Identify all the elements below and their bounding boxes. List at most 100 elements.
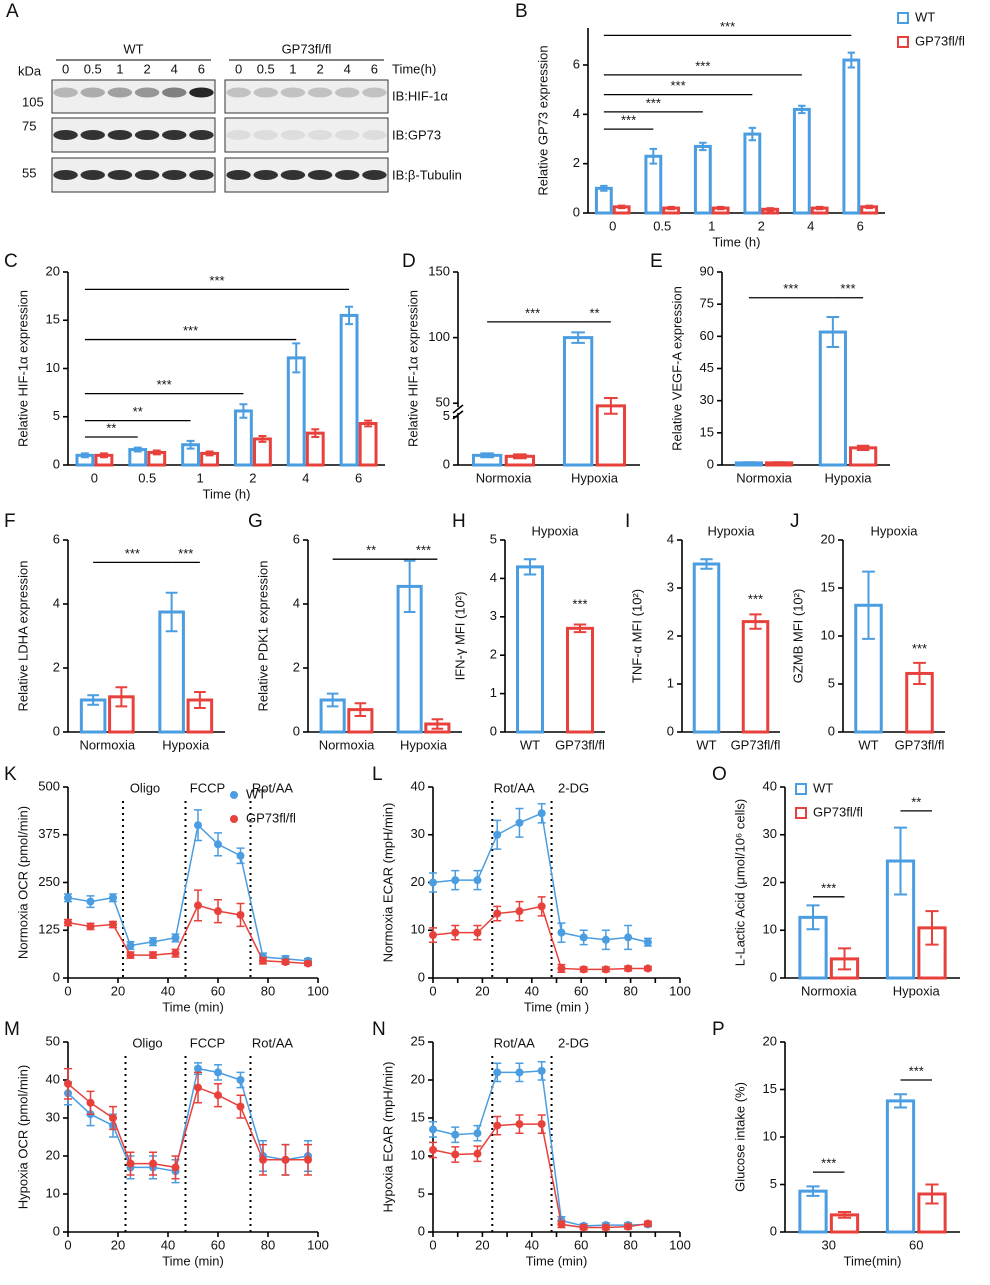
significance-label: *** bbox=[646, 95, 661, 110]
y-axis-label: Normoxia ECAR (mpH/min) bbox=[380, 803, 395, 963]
point bbox=[429, 1145, 437, 1154]
significance-label: *** bbox=[748, 591, 763, 606]
x-tick-label: 1 bbox=[196, 470, 203, 485]
bar bbox=[595, 404, 627, 467]
y-tick-label: 0 bbox=[53, 456, 60, 471]
y-tick-label: 0 bbox=[53, 723, 60, 738]
point bbox=[214, 840, 222, 849]
error-bar bbox=[133, 446, 142, 453]
point bbox=[64, 893, 72, 902]
blot-band bbox=[162, 87, 187, 98]
lane-label: 1 bbox=[116, 61, 123, 76]
kda-marker: 55 bbox=[22, 165, 36, 180]
bar bbox=[842, 58, 861, 215]
error-bar bbox=[431, 718, 444, 730]
error-bar bbox=[345, 305, 354, 326]
error-bar bbox=[893, 826, 908, 896]
blot-band bbox=[107, 87, 133, 98]
point bbox=[429, 878, 437, 887]
x-tick-label: 0 bbox=[64, 983, 71, 998]
error-bar bbox=[815, 205, 824, 211]
x-tick-label: 80 bbox=[623, 983, 637, 998]
y-tick-label: 90 bbox=[700, 263, 714, 278]
blot-band bbox=[335, 87, 360, 98]
x-tick-label: 0 bbox=[429, 1237, 436, 1252]
x-axis-label: Time (h) bbox=[203, 486, 251, 501]
point bbox=[259, 1155, 267, 1164]
x-tick-label: 80 bbox=[623, 1237, 637, 1252]
point bbox=[579, 1223, 588, 1232]
y-tick-label: 30 bbox=[411, 826, 425, 841]
point bbox=[557, 928, 566, 937]
blot-band bbox=[80, 87, 105, 98]
y-axis-label: Relative GP73 expression bbox=[535, 45, 550, 195]
blot-band bbox=[362, 87, 387, 98]
legend-label: WT bbox=[246, 786, 266, 801]
event-label: Oligo bbox=[130, 780, 160, 795]
error-bar bbox=[699, 141, 707, 152]
error-bar bbox=[513, 453, 527, 460]
error-bar bbox=[258, 435, 267, 443]
point bbox=[281, 957, 290, 966]
error-bar bbox=[742, 461, 756, 465]
panel-label: G bbox=[248, 511, 263, 532]
y-tick-label: 15 bbox=[46, 312, 60, 327]
lane-label: 6 bbox=[198, 61, 205, 76]
blot-band bbox=[307, 87, 333, 98]
y-tick-label: 250 bbox=[38, 874, 60, 889]
x-tick-label: 0 bbox=[64, 1237, 71, 1252]
y-tick-label: 0 bbox=[770, 969, 777, 984]
x-tick-label: 100 bbox=[669, 983, 691, 998]
significance-label: *** bbox=[157, 377, 172, 392]
point bbox=[214, 1068, 222, 1077]
x-tick-label: Hypoxia bbox=[825, 470, 873, 485]
error-bar bbox=[847, 51, 856, 69]
y-tick-label: 4 bbox=[667, 531, 674, 546]
point bbox=[601, 935, 610, 944]
blot-band bbox=[134, 170, 160, 180]
y-tick-label: 2 bbox=[490, 647, 497, 662]
error-bar bbox=[186, 439, 195, 450]
y-tick-label: 2 bbox=[293, 659, 300, 674]
x-tick-label: 4 bbox=[807, 218, 814, 233]
y-tick-label: 125 bbox=[38, 922, 60, 937]
point bbox=[236, 851, 245, 860]
y-tick-label: 4 bbox=[53, 595, 60, 610]
bar bbox=[741, 620, 770, 734]
y-tick-label: 30 bbox=[46, 1109, 60, 1124]
event-label: Rot/AA bbox=[494, 1035, 536, 1050]
significance-label: *** bbox=[695, 58, 710, 73]
x-tick-label: 1 bbox=[708, 218, 715, 233]
error-bar bbox=[772, 461, 786, 465]
point bbox=[214, 907, 222, 916]
blot-panel bbox=[224, 117, 389, 153]
event-label: FCCP bbox=[190, 1035, 225, 1050]
point bbox=[473, 1149, 482, 1158]
y-tick-label: 5 bbox=[418, 1185, 425, 1200]
y-axis-label: Relative HIF-1α expression bbox=[405, 290, 420, 447]
y-tick-label: 0 bbox=[418, 1223, 425, 1238]
y-tick-label: 20 bbox=[763, 874, 777, 889]
panel-label: M bbox=[4, 1019, 20, 1040]
error-bar bbox=[99, 452, 108, 459]
point bbox=[515, 907, 524, 916]
point bbox=[214, 1091, 222, 1100]
bar bbox=[516, 565, 544, 734]
blot-band bbox=[253, 87, 278, 98]
point bbox=[194, 901, 202, 910]
panel-label: H bbox=[452, 511, 466, 532]
error-bar bbox=[80, 452, 89, 459]
blot-band bbox=[80, 130, 105, 140]
point bbox=[451, 876, 460, 885]
lane-label: 0.5 bbox=[84, 61, 102, 76]
error-bar bbox=[403, 559, 416, 613]
x-tick-label: Hypoxia bbox=[571, 470, 619, 485]
x-tick-label: GP73fl/fl bbox=[731, 737, 781, 752]
y-tick-label: 0 bbox=[707, 456, 714, 471]
error-bar bbox=[913, 661, 926, 685]
error-bar bbox=[115, 686, 128, 708]
lane-label: 2 bbox=[143, 61, 150, 76]
x-tick-label: 20 bbox=[475, 1237, 489, 1252]
y-tick-label: 0 bbox=[443, 456, 450, 471]
x-tick-label: 40 bbox=[161, 983, 175, 998]
